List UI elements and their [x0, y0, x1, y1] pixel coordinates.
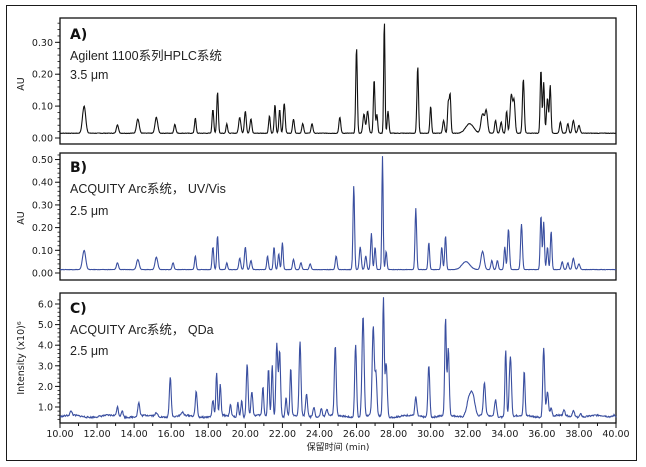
- panel-a-y-label: AU: [16, 77, 27, 90]
- panel-c-plot-area: [59, 292, 617, 424]
- panel-a-system-label: Agilent 1100系列HPLC系统: [70, 49, 222, 63]
- x-tick-label: 20.00: [232, 429, 259, 440]
- y-tick-label: 1.0: [38, 403, 53, 414]
- x-tick-label: 30.00: [417, 429, 444, 440]
- x-tick-label: 14.00: [121, 429, 148, 440]
- panel-a-trace: [60, 23, 617, 135]
- panel-b-particle-size: 2.5 μm: [70, 204, 108, 218]
- y-tick-label: 0.20: [32, 223, 53, 234]
- y-tick-label: 0.00: [32, 269, 53, 280]
- panel-b-letter: B): [70, 160, 87, 176]
- x-tick-label: 34.00: [491, 429, 518, 440]
- y-tick-label: 6.0: [38, 300, 53, 311]
- x-tick-label: 38.00: [565, 429, 592, 440]
- panel-b-system-label: ACQUITY Arc系统， UV/Vis: [70, 182, 226, 196]
- panel-a-plot-area: [59, 17, 617, 145]
- x-tick-label: 28.00: [380, 429, 407, 440]
- panel-c-letter: C): [70, 301, 87, 317]
- x-tick-label: 24.00: [306, 429, 333, 440]
- panel-a-letter: A): [70, 27, 87, 43]
- panel-a-y-axis: 0.00 0.10 0.20 0.30: [32, 22, 60, 145]
- y-tick-label: 0.20: [32, 70, 53, 81]
- y-tick-label: 0.10: [32, 246, 53, 257]
- panel-a: 0.00 0.10 0.20 0.30 A) Agilent 1100系列HPLC系统…: [16, 17, 617, 145]
- panel-c-particle-size: 2.5 μm: [70, 344, 108, 358]
- figure-frame: [6, 5, 637, 461]
- x-axis: 10.00 12.00 14.00 16.00 18.00 20.00 22.00 24.00…: [46, 423, 630, 440]
- y-tick-label: 3.0: [38, 361, 53, 372]
- panel-c-y-label: Intensity (x10)⁶: [16, 321, 27, 394]
- panel-b: 0.00 0.10 0.20 0.30 0.40 0.50 B) ACQUITY Arc系…: [16, 152, 617, 281]
- y-tick-label: 0.00: [32, 134, 53, 145]
- x-axis-label: 保留时间 (min): [307, 441, 370, 453]
- y-tick-label: 0.30: [32, 200, 53, 211]
- y-tick-label: 5.0: [38, 320, 53, 331]
- y-tick-label: 0.10: [32, 102, 53, 113]
- panel-c: 1.0 2.0 3.0 4.0 5.0 6.0 C) ACQUITY Arc系统， QDa…: [16, 292, 617, 424]
- y-tick-label: 0.40: [32, 178, 53, 189]
- y-tick-label: 0.50: [32, 155, 53, 166]
- x-tick-label: 16.00: [158, 429, 185, 440]
- panel-b-trace: [59, 156, 617, 271]
- x-tick-label: 18.00: [195, 429, 222, 440]
- y-tick-label: 2.0: [38, 382, 53, 393]
- y-tick-label: 4.0: [38, 341, 53, 352]
- x-tick-label: 22.00: [269, 429, 296, 440]
- x-tick-label: 10.00: [46, 429, 73, 440]
- x-tick-label: 12.00: [83, 429, 110, 440]
- x-tick-label: 26.00: [343, 429, 370, 440]
- panel-a-particle-size: 3.5 μm: [70, 68, 108, 82]
- x-tick-label: 32.00: [454, 429, 481, 440]
- panel-b-y-label: AU: [16, 211, 27, 224]
- panel-b-y-axis: 0.00 0.10 0.20 0.30 0.40 0.50: [32, 154, 60, 280]
- panel-c-y-axis: 1.0 2.0 3.0 4.0 5.0 6.0: [38, 299, 60, 420]
- panel-c-system-label: ACQUITY Arc系统， QDa: [70, 323, 214, 337]
- x-tick-label: 40.00: [602, 429, 629, 440]
- panel-b-plot-area: [59, 152, 617, 281]
- y-tick-label: 0.30: [32, 38, 53, 49]
- panel-c-trace: [59, 297, 617, 420]
- x-tick-label: 36.00: [528, 429, 555, 440]
